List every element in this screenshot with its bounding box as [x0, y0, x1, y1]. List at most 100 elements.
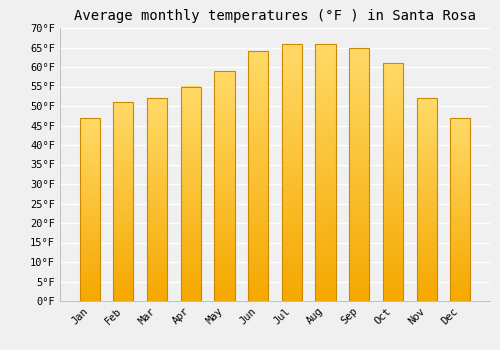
Bar: [248, 191, 268, 196]
Bar: [248, 66, 268, 71]
Bar: [180, 160, 201, 164]
Bar: [180, 172, 201, 177]
Bar: [147, 167, 167, 171]
Bar: [450, 250, 470, 253]
Bar: [180, 147, 201, 151]
Bar: [80, 165, 100, 169]
Bar: [316, 126, 336, 131]
Bar: [147, 268, 167, 273]
Bar: [80, 191, 100, 195]
Bar: [147, 297, 167, 301]
Bar: [113, 110, 134, 114]
Bar: [416, 196, 437, 199]
Bar: [113, 197, 134, 202]
Bar: [383, 187, 403, 191]
Bar: [180, 112, 201, 117]
Bar: [80, 253, 100, 257]
Bar: [80, 239, 100, 242]
Bar: [80, 228, 100, 231]
Bar: [214, 135, 234, 140]
Bar: [383, 125, 403, 130]
Bar: [383, 120, 403, 125]
Bar: [316, 234, 336, 239]
Bar: [147, 188, 167, 191]
Bar: [450, 118, 470, 301]
Bar: [248, 236, 268, 241]
Bar: [180, 125, 201, 130]
Bar: [383, 139, 403, 144]
Bar: [180, 151, 201, 155]
Bar: [80, 140, 100, 144]
Bar: [416, 110, 437, 114]
Bar: [450, 184, 470, 187]
Bar: [214, 195, 234, 200]
Bar: [349, 128, 370, 134]
Bar: [349, 291, 370, 296]
Bar: [147, 114, 167, 119]
Bar: [282, 296, 302, 301]
Bar: [248, 151, 268, 156]
Bar: [416, 102, 437, 106]
Bar: [316, 95, 336, 100]
Bar: [450, 169, 470, 173]
Bar: [416, 276, 437, 281]
Bar: [450, 261, 470, 264]
Bar: [248, 71, 268, 76]
Bar: [214, 237, 234, 241]
Bar: [416, 179, 437, 183]
Bar: [416, 188, 437, 191]
Bar: [180, 211, 201, 215]
Bar: [282, 260, 302, 265]
Bar: [248, 211, 268, 216]
Bar: [113, 241, 134, 245]
Bar: [316, 193, 336, 198]
Bar: [282, 203, 302, 208]
Bar: [349, 48, 370, 301]
Bar: [147, 151, 167, 155]
Bar: [214, 94, 234, 98]
Bar: [180, 108, 201, 112]
Bar: [113, 293, 134, 297]
Bar: [383, 96, 403, 101]
Bar: [80, 198, 100, 202]
Bar: [383, 63, 403, 68]
Bar: [416, 281, 437, 285]
Bar: [349, 78, 370, 83]
Bar: [80, 220, 100, 224]
Bar: [214, 163, 234, 168]
Bar: [180, 198, 201, 202]
Bar: [80, 224, 100, 228]
Bar: [80, 129, 100, 132]
Bar: [248, 126, 268, 131]
Bar: [450, 235, 470, 239]
Bar: [316, 75, 336, 80]
Bar: [147, 102, 167, 106]
Bar: [147, 276, 167, 281]
Bar: [180, 262, 201, 267]
Bar: [113, 166, 134, 170]
Bar: [214, 264, 234, 269]
Bar: [80, 279, 100, 283]
Bar: [450, 242, 470, 246]
Bar: [113, 285, 134, 289]
Bar: [316, 291, 336, 296]
Bar: [349, 250, 370, 256]
Bar: [282, 229, 302, 234]
Bar: [180, 292, 201, 297]
Bar: [316, 90, 336, 95]
Bar: [248, 176, 268, 181]
Bar: [282, 90, 302, 95]
Bar: [316, 286, 336, 291]
Bar: [383, 87, 403, 92]
Bar: [282, 224, 302, 229]
Bar: [80, 209, 100, 213]
Bar: [80, 176, 100, 180]
Bar: [248, 226, 268, 231]
Bar: [316, 203, 336, 208]
Bar: [248, 296, 268, 301]
Bar: [214, 200, 234, 204]
Bar: [248, 281, 268, 286]
Bar: [349, 164, 370, 169]
Bar: [80, 290, 100, 294]
Bar: [214, 250, 234, 255]
